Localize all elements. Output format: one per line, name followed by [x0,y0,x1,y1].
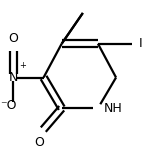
Text: O: O [8,32,18,45]
Text: NH: NH [104,102,123,115]
Text: N: N [9,71,18,84]
Text: ⁻O: ⁻O [0,99,16,112]
Text: +: + [19,61,26,70]
Text: I: I [139,37,142,50]
Text: O: O [34,136,44,149]
